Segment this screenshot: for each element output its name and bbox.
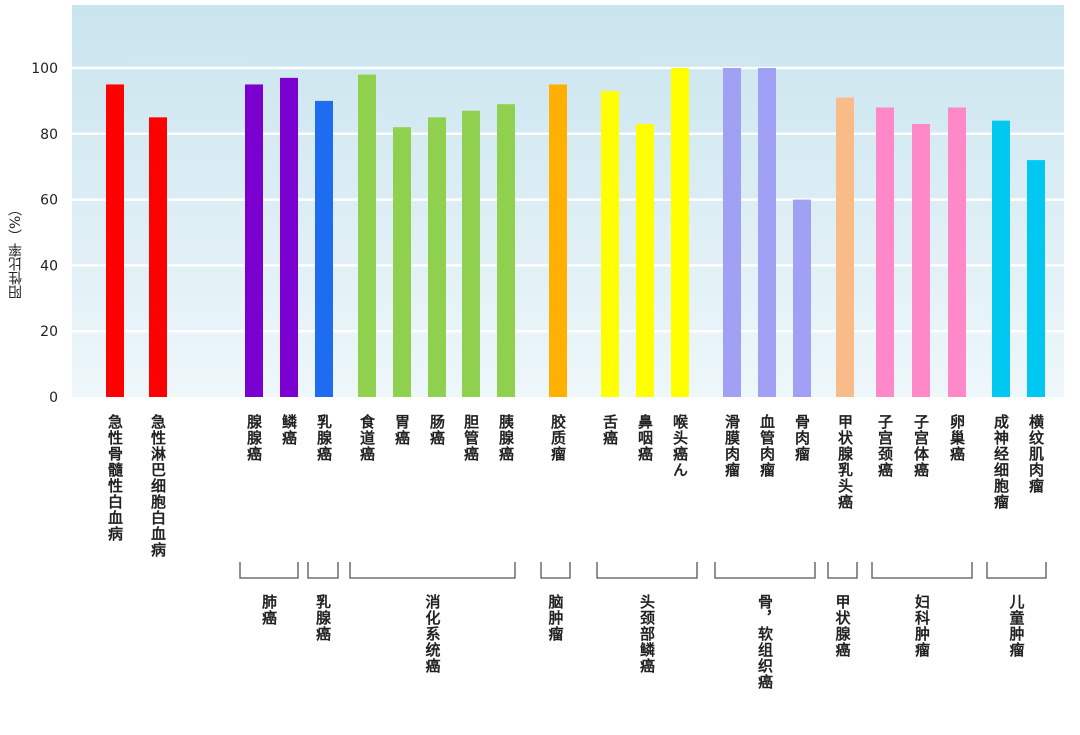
bar <box>601 91 619 397</box>
category-label: 急性骨髓性白血病 <box>106 414 124 542</box>
category-label: 腺腺癌 <box>245 414 263 462</box>
group-label: 消化系统癌 <box>423 594 442 674</box>
bar <box>280 77 298 398</box>
category-label: 鼻咽癌 <box>636 414 654 462</box>
group-bracket <box>349 562 516 579</box>
y-tick-label: 40 <box>40 258 58 274</box>
group-label: 儿童肿瘤 <box>1007 594 1026 658</box>
bar <box>315 100 333 398</box>
group-bracket <box>596 562 698 579</box>
group-label: 脑肿瘤 <box>546 594 565 642</box>
bar <box>876 107 894 397</box>
bar <box>758 68 776 397</box>
bar <box>462 110 480 398</box>
category-label: 喉头癌ん <box>671 414 689 478</box>
group-label: 骨，软组织癌 <box>756 594 774 690</box>
y-axis-label: 阳性比率（%） <box>8 201 24 299</box>
bar <box>793 199 811 397</box>
bar <box>358 74 376 397</box>
category-label: 鳞癌 <box>280 414 298 446</box>
bar <box>912 123 930 398</box>
bar <box>948 107 966 397</box>
group-bracket <box>986 562 1047 579</box>
category-label: 骨肉瘤 <box>793 414 811 462</box>
group-bracket <box>540 562 571 579</box>
category-label: 肠癌 <box>428 414 446 446</box>
category-label: 成神经细胞瘤 <box>992 414 1010 510</box>
y-tick-label: 60 <box>40 193 58 209</box>
category-label: 胃癌 <box>393 414 411 446</box>
category-label: 子宫颈癌 <box>876 414 894 478</box>
group-label: 妇科肿瘤 <box>913 594 931 658</box>
bar <box>723 68 741 397</box>
category-label: 横纹肌肉瘤 <box>1027 414 1045 494</box>
category-label: 胶质瘤 <box>549 414 567 462</box>
bar <box>836 97 854 398</box>
category-label: 急性淋巴细胞白血病 <box>149 414 167 558</box>
bar <box>1027 160 1045 397</box>
category-label: 滑膜肉瘤 <box>723 414 741 478</box>
y-tick-label: 0 <box>49 390 58 406</box>
category-label: 舌癌 <box>601 414 619 446</box>
group-label: 肺癌 <box>260 594 278 626</box>
y-tick-label: 100 <box>31 61 58 77</box>
category-label: 血管肉瘤 <box>758 414 776 478</box>
category-label: 食道癌 <box>358 414 376 462</box>
group-bracket <box>307 562 339 579</box>
group-label: 乳腺癌 <box>314 594 332 642</box>
category-label: 子宫体癌 <box>912 414 930 478</box>
bar <box>393 127 411 397</box>
category-label: 胆管癌 <box>462 414 480 462</box>
bar <box>549 84 567 397</box>
bar <box>245 84 263 397</box>
bar <box>497 104 515 397</box>
bar <box>992 120 1010 397</box>
category-label: 卵巢癌 <box>948 414 966 462</box>
category-label: 甲状腺乳头癌 <box>836 414 854 510</box>
y-tick-label: 80 <box>40 127 58 143</box>
bar <box>149 117 167 397</box>
group-label: 头颈部鳞癌 <box>638 594 656 674</box>
group-label: 甲状腺癌 <box>833 594 852 658</box>
bar <box>671 68 689 397</box>
group-bracket <box>827 562 858 579</box>
group-bracket <box>714 562 816 579</box>
bar <box>428 117 446 397</box>
y-tick-label: 20 <box>40 324 58 340</box>
category-label: 胰腺癌 <box>497 414 515 462</box>
category-label: 乳腺癌 <box>315 414 333 462</box>
group-bracket <box>239 562 299 579</box>
bar <box>106 84 124 397</box>
bar <box>636 123 654 398</box>
group-bracket <box>871 562 973 579</box>
